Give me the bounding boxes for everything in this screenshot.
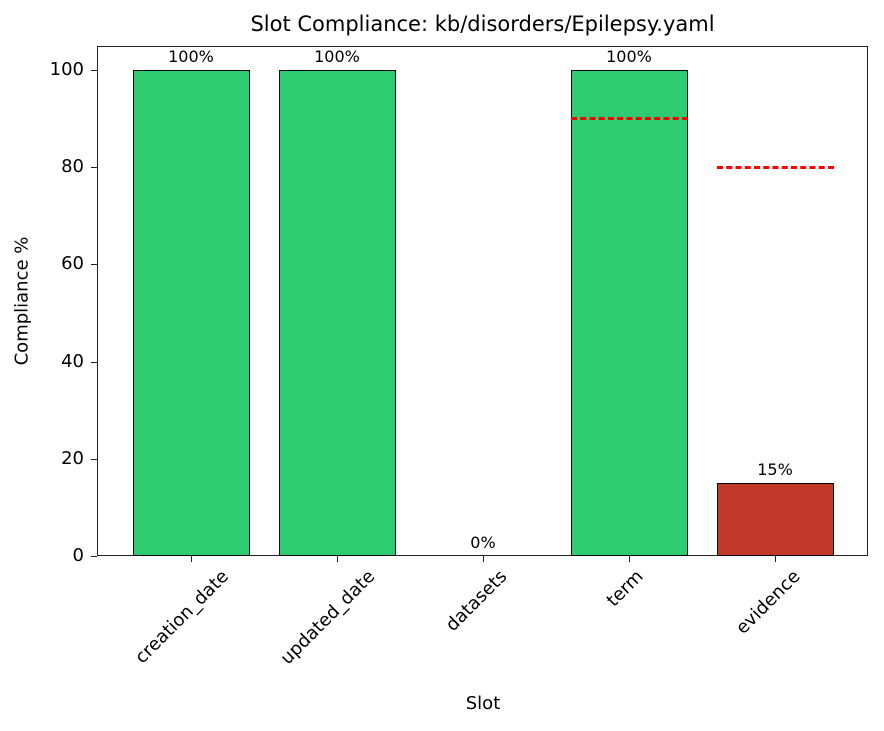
y-tick <box>91 458 97 460</box>
y-tick <box>91 556 97 557</box>
y-tick-label: 20 <box>61 447 84 469</box>
y-tick-label: 40 <box>61 350 84 372</box>
x-tick <box>775 556 776 562</box>
bar-value-label: 100% <box>314 47 360 66</box>
x-tick <box>191 556 192 562</box>
bar-value-label: 100% <box>168 47 214 66</box>
target-line-term <box>570 117 688 121</box>
x-tick <box>483 556 484 562</box>
y-tick-label: 80 <box>61 156 84 178</box>
x-tick <box>629 556 630 562</box>
target-line-evidence <box>716 165 834 169</box>
x-tick-label: term <box>602 566 648 612</box>
x-tick-label: evidence <box>732 566 805 639</box>
x-tick-label: updated_date <box>276 566 380 669</box>
x-tick-label: datasets <box>442 566 512 636</box>
bar-value-label: 100% <box>606 47 652 66</box>
bar-evidence <box>716 483 834 556</box>
x-axis-label: Slot <box>465 693 501 714</box>
y-tick-label: 0 <box>72 545 84 566</box>
y-axis-label: Compliance % <box>11 236 33 366</box>
bar-value-label: 0% <box>470 533 496 552</box>
y-tick <box>91 361 97 363</box>
y-tick <box>91 70 97 71</box>
y-tick-label: 100 <box>49 59 84 80</box>
y-tick <box>91 264 97 266</box>
bar-term <box>570 70 688 556</box>
bar-updated-date <box>278 70 396 556</box>
y-tick-label: 60 <box>61 253 84 275</box>
x-tick <box>337 556 338 562</box>
chart-title: Slot Compliance: kb/disorders/Epilepsy.y… <box>250 12 715 36</box>
bar-value-label: 15% <box>757 460 793 480</box>
y-tick <box>91 167 97 169</box>
bar-creation-date <box>132 70 250 556</box>
x-tick-label: creation_date <box>131 566 234 668</box>
plot-area <box>97 46 868 556</box>
